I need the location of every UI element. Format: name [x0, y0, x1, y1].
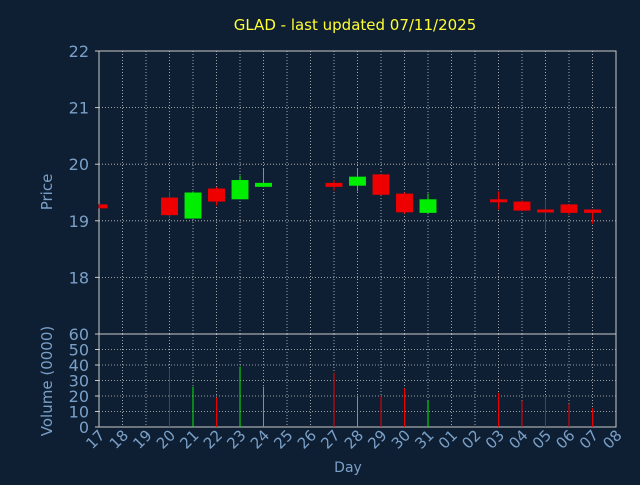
volume-axis-label: Volume (0000)	[38, 326, 56, 436]
price-ytick-label: 18	[69, 268, 89, 287]
x-tick-labels: 1718192021222324252627282930310102030405…	[82, 426, 625, 452]
volume-ytick-label: 10	[69, 403, 89, 422]
candle-body	[99, 204, 108, 209]
volume-ytick-label: 60	[69, 325, 89, 344]
candle-body	[490, 199, 507, 203]
candle-body	[419, 199, 437, 213]
candle-body	[513, 201, 531, 211]
price-ytick-label: 22	[69, 42, 89, 61]
volume-ytick-label: 20	[69, 387, 89, 406]
candle-body	[372, 174, 390, 195]
candle-body	[396, 193, 413, 213]
volume-ytick-label: 50	[69, 341, 89, 360]
price-panel: 18 19 20 21 22	[69, 42, 617, 335]
price-axis-label: Price	[38, 174, 56, 211]
volume-ytick-label: 40	[69, 356, 89, 375]
candle-body	[208, 188, 225, 202]
price-ytick-label: 20	[69, 155, 89, 174]
chart-title: GLAD - last updated 07/11/2025	[234, 16, 477, 34]
volume-ytick-label: 0	[79, 418, 89, 437]
candle-body	[349, 176, 366, 186]
candle-body	[560, 204, 578, 213]
price-ytick-label: 21	[69, 99, 89, 118]
candle-body	[161, 197, 178, 216]
volume-ytick-label: 30	[69, 372, 89, 391]
candle-body	[184, 192, 202, 219]
price-ytick-label: 19	[69, 212, 89, 231]
candle-body	[325, 182, 343, 187]
candle-body	[231, 180, 249, 200]
candle-body	[584, 209, 601, 213]
day-axis-label: Day	[334, 460, 362, 476]
candle-body	[255, 182, 272, 187]
candle-body	[537, 209, 554, 213]
